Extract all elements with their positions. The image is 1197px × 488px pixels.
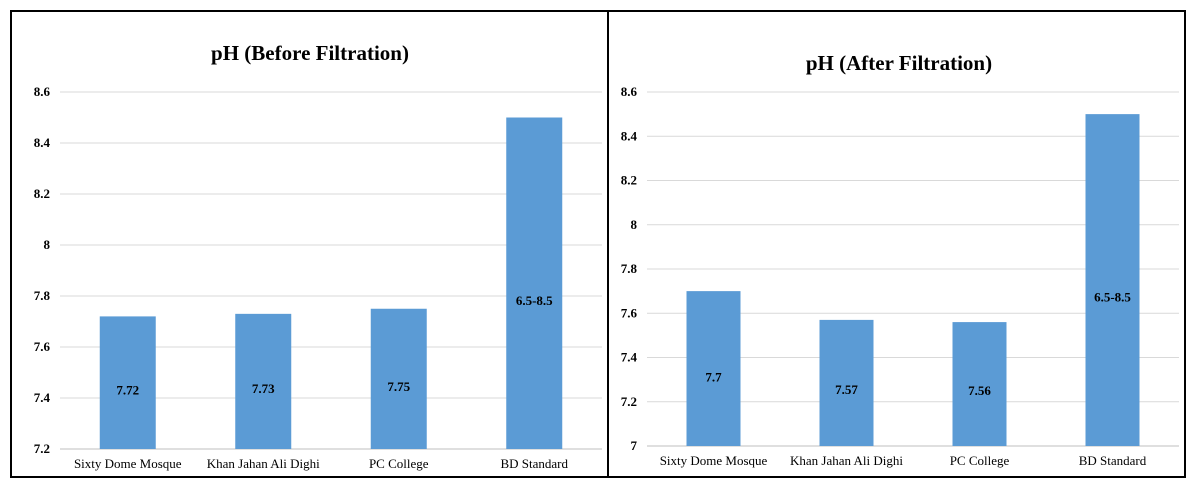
chart-panel-after: pH (After Filtration) 7 7.2 7.4 7.6 7.8 8 8.2 8.… — [609, 12, 1184, 476]
x-tick-label: BD Standard — [1079, 453, 1147, 468]
chart-before-filtration: pH (Before Filtration) 7.2 7.4 7.6 7.8 8 8.2 8.… — [34, 41, 602, 471]
y-tick-label: 8.4 — [34, 135, 51, 150]
y-tick-label: 7.6 — [621, 305, 638, 320]
x-tick-label: PC College — [369, 456, 429, 471]
y-tick-label: 7.8 — [621, 261, 638, 276]
bar — [506, 117, 563, 449]
bar — [99, 316, 156, 449]
x-tick-label: Khan Jahan Ali Dighi — [207, 456, 320, 471]
data-label: 7.72 — [116, 382, 139, 397]
chart-title: pH (Before Filtration) — [211, 41, 409, 65]
data-label: 7.75 — [387, 379, 410, 394]
x-tick-label: Sixty Dome Mosque — [74, 456, 182, 471]
y-tick-label: 8.2 — [34, 186, 50, 201]
y-tick-label: 7.2 — [621, 394, 637, 409]
x-tick-label: Sixty Dome Mosque — [660, 453, 768, 468]
y-tick-label: 8.6 — [621, 84, 638, 99]
bar — [952, 322, 1007, 446]
figure-frame: pH (Before Filtration) 7.2 7.4 7.6 7.8 8 8.2 8.… — [10, 10, 1186, 478]
bar — [370, 308, 427, 449]
data-label: 6.5-8.5 — [516, 293, 553, 308]
y-tick-label: 8.4 — [621, 128, 638, 143]
y-tick-label: 8 — [44, 237, 51, 252]
x-tick-label: BD Standard — [500, 456, 568, 471]
y-tick-label: 7.8 — [34, 288, 51, 303]
x-tick-label: Khan Jahan Ali Dighi — [790, 453, 903, 468]
y-tick-label: 7.4 — [34, 390, 51, 405]
bar — [235, 313, 292, 449]
y-tick-label: 8.2 — [621, 173, 637, 188]
bar — [1085, 114, 1140, 446]
chart-after-filtration: pH (After Filtration) 7 7.2 7.4 7.6 7.8 8 8.2 8.… — [621, 51, 1179, 468]
data-label: 7.57 — [835, 382, 858, 397]
y-tick-label: 8.6 — [34, 84, 51, 99]
chart-panel-before: pH (Before Filtration) 7.2 7.4 7.6 7.8 8 8.2 8.… — [12, 12, 609, 476]
data-label: 7.56 — [968, 383, 991, 398]
y-tick-label: 7 — [631, 438, 638, 453]
bar — [819, 319, 874, 446]
y-tick-label: 7.2 — [34, 441, 50, 456]
chart-title: pH (After Filtration) — [806, 51, 992, 75]
y-tick-label: 7.6 — [34, 339, 51, 354]
data-label: 7.73 — [252, 381, 275, 396]
y-tick-label: 7.4 — [621, 350, 638, 365]
bar — [686, 291, 741, 446]
y-tick-label: 8 — [631, 217, 638, 232]
data-label: 6.5-8.5 — [1094, 290, 1131, 305]
data-label: 7.7 — [705, 369, 722, 384]
x-tick-label: PC College — [950, 453, 1010, 468]
